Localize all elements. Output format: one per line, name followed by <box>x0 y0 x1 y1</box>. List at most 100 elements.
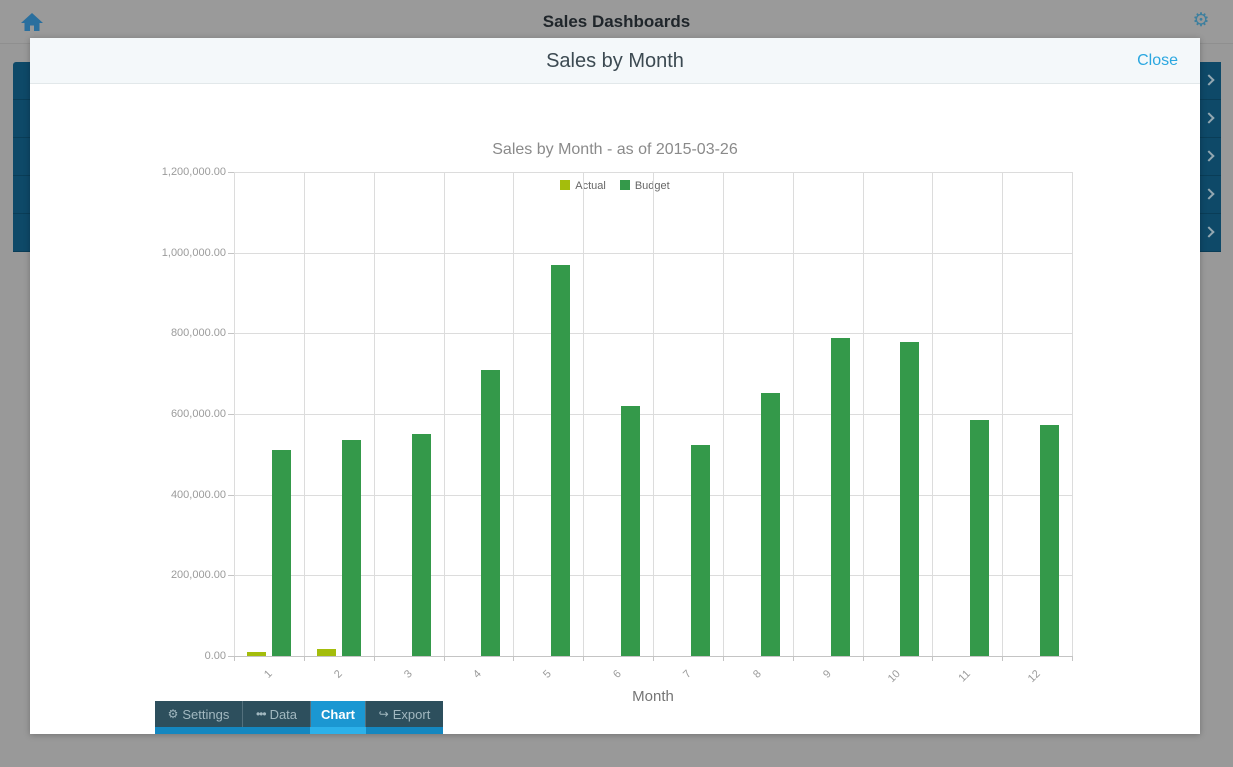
dashboard-list-right-edge <box>1200 62 1221 252</box>
bar-budget-month-7 <box>691 445 710 656</box>
gridline-v <box>932 172 933 656</box>
tab-data[interactable]: ••• Data <box>242 701 310 727</box>
y-axis-label: 600,000.00 <box>170 408 226 420</box>
x-tick <box>234 656 235 661</box>
home-icon <box>20 13 44 38</box>
bar-budget-month-12 <box>1040 425 1059 656</box>
y-axis-label: 1,000,000.00 <box>161 247 226 259</box>
tab-underline-active <box>310 727 366 734</box>
bar-budget-month-11 <box>970 420 989 656</box>
bar-budget-month-1 <box>272 450 291 656</box>
bar-budget-month-10 <box>900 342 919 656</box>
dialog-header: Sales by Month Close <box>30 38 1200 84</box>
dashboard-row[interactable] <box>1200 62 1221 100</box>
app-header: Sales Dashboards ⚙ <box>0 0 1233 44</box>
chart-title: Sales by Month - as of 2015-03-26 <box>492 141 738 158</box>
gear-icon: ⚙ <box>167 707 179 721</box>
gridline-v <box>1002 172 1003 656</box>
tab-settings[interactable]: ⚙ Settings <box>155 701 242 727</box>
y-axis-label: 1,200,000.00 <box>161 166 226 178</box>
settings-button[interactable]: ⚙ <box>1189 8 1213 34</box>
x-tick <box>723 656 724 661</box>
tab-chart[interactable]: Chart <box>310 701 365 727</box>
x-tick <box>583 656 584 661</box>
dashboard-row[interactable] <box>13 100 31 138</box>
bar-budget-month-3 <box>412 434 431 656</box>
bar-budget-month-4 <box>481 370 500 656</box>
dialog-title: Sales by Month <box>546 50 684 72</box>
x-tick <box>863 656 864 661</box>
dashboard-row[interactable] <box>1200 100 1221 138</box>
x-tick <box>444 656 445 661</box>
legend-swatch-icon <box>560 180 571 190</box>
gridline-v <box>304 172 305 656</box>
x-tick <box>793 656 794 661</box>
bar-budget-month-8 <box>761 393 780 656</box>
gridline-v <box>234 172 235 656</box>
x-tick <box>1072 656 1073 661</box>
dashboard-row[interactable] <box>1200 138 1221 176</box>
y-tick <box>228 495 234 496</box>
chevron-right-icon <box>1203 226 1215 238</box>
legend-swatch-icon <box>619 180 630 190</box>
home-button[interactable] <box>20 10 44 34</box>
bar-actual-month-2 <box>317 649 336 656</box>
gear-icon: ⚙ <box>1192 10 1210 31</box>
dashboard-row[interactable] <box>1200 176 1221 214</box>
export-arrow-icon: ↪ <box>378 707 389 721</box>
tab-export[interactable]: ↪ Export <box>365 701 443 727</box>
chevron-right-icon <box>1203 150 1215 162</box>
y-tick <box>228 333 234 334</box>
x-tick <box>653 656 654 661</box>
legend-label: Budget <box>635 180 670 192</box>
tab-underline <box>155 727 443 734</box>
y-axis-label: 800,000.00 <box>170 327 226 339</box>
sales-by-month-dialog: Sales by Month Close Sales by Month - as… <box>30 38 1200 734</box>
gridline-v <box>374 172 375 656</box>
x-tick <box>374 656 375 661</box>
dashboard-row[interactable] <box>13 214 31 252</box>
x-axis-title: Month <box>632 688 674 705</box>
x-tick <box>1002 656 1003 661</box>
bar-budget-month-5 <box>551 265 570 656</box>
gridline-v <box>653 172 654 656</box>
gridline-v <box>793 172 794 656</box>
dashboard-row[interactable] <box>13 176 31 214</box>
page-title: Sales Dashboards <box>542 12 691 31</box>
bar-budget-month-6 <box>621 406 640 656</box>
x-tick <box>304 656 305 661</box>
close-button[interactable]: Close <box>1137 52 1178 69</box>
dialog-tabbar: ⚙ Settings ••• Data Chart ↪ Export <box>155 701 443 727</box>
legend-item-budget[interactable]: Budget <box>619 180 670 192</box>
tab-label: Chart <box>321 706 355 722</box>
gridline-v <box>513 172 514 656</box>
chart-legend: Actual Budget <box>30 180 1200 192</box>
tab-label: Settings <box>182 706 230 722</box>
bar-budget-month-2 <box>342 440 361 656</box>
ellipsis-icon: ••• <box>255 707 267 721</box>
legend-item-actual[interactable]: Actual <box>560 180 606 192</box>
y-axis-label: 200,000.00 <box>170 569 226 581</box>
dashboard-row[interactable] <box>13 138 31 176</box>
legend-label: Actual <box>575 180 606 192</box>
bar-budget-month-9 <box>831 338 850 656</box>
bar-chart: Sales by Month - as of 2015-03-26 Actual… <box>30 38 1200 734</box>
y-axis-label: 400,000.00 <box>170 489 226 501</box>
gridline-v <box>444 172 445 656</box>
gridline-v <box>1072 172 1073 656</box>
tab-label: Data <box>269 706 298 722</box>
gridline-v <box>583 172 584 656</box>
y-tick <box>228 253 234 254</box>
dashboard-row[interactable] <box>13 62 31 100</box>
y-tick <box>228 414 234 415</box>
x-tick <box>513 656 514 661</box>
gridline-v <box>723 172 724 656</box>
x-tick <box>932 656 933 661</box>
y-axis-label: 0.00 <box>204 650 226 662</box>
dashboard-list-left-edge <box>13 62 31 252</box>
dashboard-row[interactable] <box>1200 214 1221 252</box>
y-tick <box>228 172 234 173</box>
chevron-right-icon <box>1203 74 1215 86</box>
gridline-v <box>863 172 864 656</box>
tab-label: Export <box>392 706 431 722</box>
